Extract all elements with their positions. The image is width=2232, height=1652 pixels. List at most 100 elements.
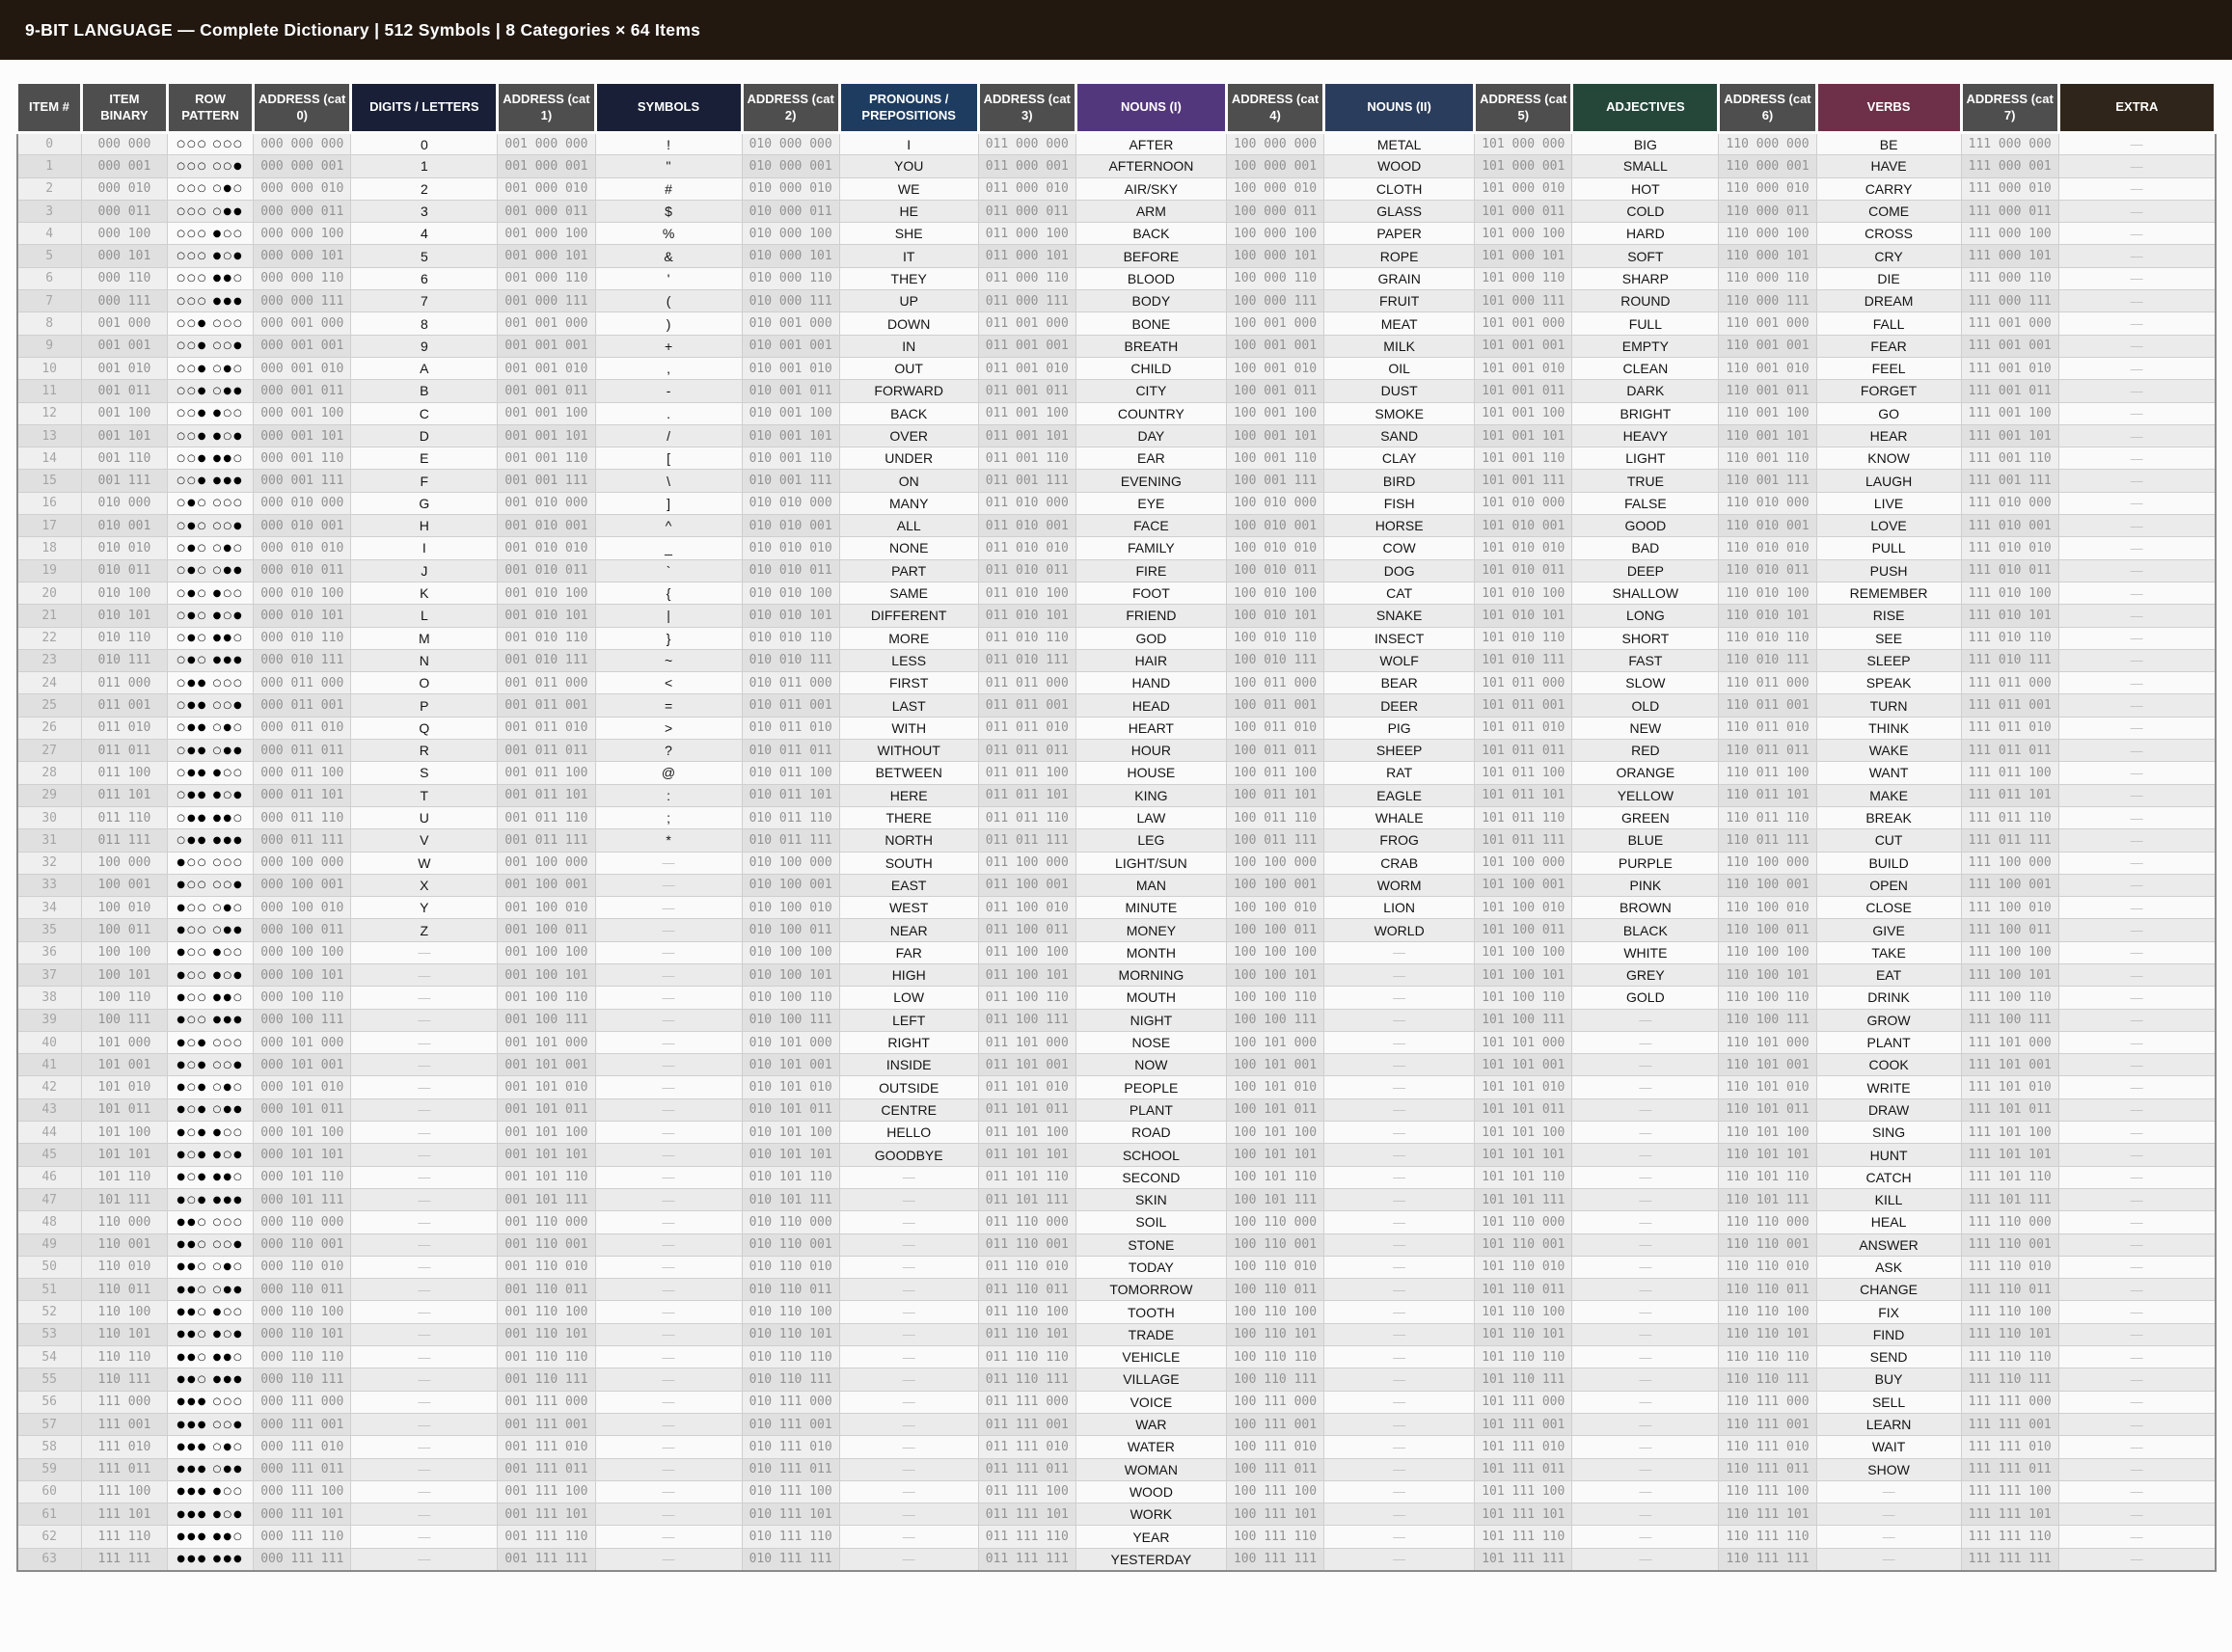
- address-cell-address_cat5: 101 010 101: [1474, 604, 1573, 628]
- nouns_1-cell: BACK: [1075, 222, 1227, 246]
- address-cell-address_cat7: 111 110 101: [1960, 1322, 2059, 1347]
- pronouns_prepositions-cell: —: [838, 1278, 979, 1302]
- address-cell-address_cat7: 111 110 100: [1960, 1300, 2059, 1324]
- symbols-cell: —: [594, 873, 743, 898]
- address-cell-address_cat3: 011 110 101: [977, 1322, 1076, 1347]
- address-cell-address_cat4: 100 010 100: [1225, 581, 1325, 606]
- row-pattern-cell: ○○○ ●○○: [166, 222, 255, 246]
- address-cell-address_cat5: 101 110 000: [1474, 1210, 1573, 1234]
- address-cell-address_cat0: 000 000 100: [253, 222, 352, 246]
- address-cell-address_cat2: 010 110 010: [741, 1255, 840, 1280]
- extra-cell: —: [2057, 356, 2217, 381]
- symbols-cell: —: [594, 940, 743, 964]
- digits_letters-cell: D: [350, 423, 499, 448]
- address-cell-address_cat7: 111 000 010: [1960, 176, 2059, 201]
- address-cell-address_cat4: 100 010 010: [1225, 536, 1325, 560]
- address-cell-address_cat7: 111 010 111: [1960, 648, 2059, 673]
- row-pattern-cell: ●●● ●●●: [166, 1547, 255, 1572]
- symbols-cell: —: [594, 1390, 743, 1414]
- address-cell-address_cat0: 000 010 110: [253, 626, 352, 650]
- verbs-cell: HUNT: [1815, 1143, 1962, 1167]
- address-cell-address_cat6: 110 110 011: [1718, 1278, 1817, 1302]
- digits_letters-cell: E: [350, 447, 499, 471]
- extra-cell: —: [2057, 1412, 2217, 1437]
- item-index-cell: 36: [16, 940, 82, 964]
- address-cell-address_cat6: 110 010 010: [1718, 536, 1817, 560]
- item-binary-cell: 111 001: [80, 1412, 168, 1437]
- nouns_2-cell: PAPER: [1323, 222, 1476, 246]
- address-cell-address_cat2: 010 010 010: [741, 536, 840, 560]
- address-cell-address_cat7: 111 001 011: [1960, 379, 2059, 403]
- symbols-cell: :: [594, 783, 743, 807]
- row-pattern-cell: ○●○ ○●○: [166, 536, 255, 560]
- symbols-cell: —: [594, 1121, 743, 1145]
- address-cell-address_cat6: 110 101 010: [1718, 1075, 1817, 1099]
- address-cell-address_cat4: 100 110 000: [1225, 1210, 1325, 1234]
- extra-cell: —: [2057, 154, 2217, 178]
- address-cell-address_cat5: 101 000 101: [1474, 244, 1573, 268]
- pronouns_prepositions-cell: —: [838, 1345, 979, 1369]
- symbols-cell: —: [594, 1345, 743, 1369]
- verbs-cell: CHANGE: [1815, 1278, 1962, 1302]
- nouns_2-cell: GRAIN: [1323, 266, 1476, 291]
- symbols-cell: >: [594, 716, 743, 741]
- address-cell-address_cat0: 000 111 000: [253, 1390, 352, 1414]
- address-cell-address_cat3: 011 011 001: [977, 693, 1076, 718]
- address-cell-address_cat3: 011 100 011: [977, 918, 1076, 942]
- item-index-cell: 60: [16, 1479, 82, 1504]
- symbols-cell: `: [594, 558, 743, 582]
- address-cell-address_cat3: 011 011 110: [977, 805, 1076, 830]
- adjectives-cell: BROWN: [1571, 896, 1720, 920]
- adjectives-cell: SHALLOW: [1571, 581, 1720, 606]
- nouns_1-cell: WOOD: [1075, 1479, 1227, 1504]
- item-index-cell: 0: [16, 131, 82, 156]
- dictionary-row: 29 011 101 ○●● ●○● 000 011 101 T 001 011 101:…: [16, 783, 2217, 807]
- item-index-cell: 53: [16, 1322, 82, 1347]
- symbols-cell: —: [594, 1412, 743, 1437]
- verbs-cell: BUILD: [1815, 851, 1962, 875]
- pronouns_prepositions-cell: GOODBYE: [838, 1143, 979, 1167]
- nouns_2-cell: CLAY: [1323, 447, 1476, 471]
- pronouns_prepositions-cell: NORTH: [838, 828, 979, 853]
- adjectives-cell: —: [1571, 1278, 1720, 1302]
- address-cell-address_cat5: 101 010 011: [1474, 558, 1573, 582]
- dictionary-row: 33 100 001 ●○○ ○○● 000 100 001 X 001 100 001—…: [16, 873, 2217, 898]
- address-cell-address_cat1: 001 111 110: [497, 1525, 596, 1549]
- adjectives-cell: NEW: [1571, 716, 1720, 741]
- address-cell-address_cat4: 100 111 100: [1225, 1479, 1325, 1504]
- item-index-cell: 22: [16, 626, 82, 650]
- address-cell-address_cat4: 100 000 011: [1225, 199, 1325, 224]
- adjectives-cell: RED: [1571, 739, 1720, 763]
- address-cell-address_cat2: 010 110 101: [741, 1322, 840, 1347]
- column-header-symbols: SYMBOLS: [593, 81, 744, 134]
- digits_letters-cell: K: [350, 581, 499, 606]
- address-cell-address_cat6: 110 010 011: [1718, 558, 1817, 582]
- address-cell-address_cat5: 101 000 111: [1474, 289, 1573, 313]
- adjectives-cell: SHORT: [1571, 626, 1720, 650]
- column-header-row: ITEM # ITEM BINARY ROW PATTERN ADDRESS (cat…: [15, 81, 2218, 134]
- symbols-cell: ~: [594, 648, 743, 673]
- item-binary-cell: 101 101: [80, 1143, 168, 1167]
- address-cell-address_cat5: 101 000 001: [1474, 154, 1573, 178]
- pronouns_prepositions-cell: —: [838, 1525, 979, 1549]
- address-cell-address_cat7: 111 001 010: [1960, 356, 2059, 381]
- digits_letters-cell: —: [350, 1030, 499, 1055]
- digits_letters-cell: M: [350, 626, 499, 650]
- nouns_1-cell: YEAR: [1075, 1525, 1227, 1549]
- address-cell-address_cat7: 111 011 000: [1960, 671, 2059, 695]
- nouns_2-cell: MEAT: [1323, 311, 1476, 336]
- verbs-cell: GIVE: [1815, 918, 1962, 942]
- pronouns_prepositions-cell: UP: [838, 289, 979, 313]
- dictionary-row: 46 101 110 ●○● ●●○ 000 101 110—001 101 110—…: [16, 1165, 2217, 1189]
- item-index-cell: 48: [16, 1210, 82, 1234]
- verbs-cell: REMEMBER: [1815, 581, 1962, 606]
- extra-cell: —: [2057, 828, 2217, 853]
- pronouns_prepositions-cell: FIRST: [838, 671, 979, 695]
- nouns_1-cell: SKIN: [1075, 1187, 1227, 1212]
- address-cell-address_cat2: 010 010 100: [741, 581, 840, 606]
- item-binary-cell: 011 100: [80, 761, 168, 785]
- symbols-cell: =: [594, 693, 743, 718]
- address-cell-address_cat2: 010 000 110: [741, 266, 840, 291]
- address-cell-address_cat4: 100 111 101: [1225, 1503, 1325, 1527]
- title-bar: 9-BIT LANGUAGE — Complete Dictionary | 5…: [0, 0, 2232, 60]
